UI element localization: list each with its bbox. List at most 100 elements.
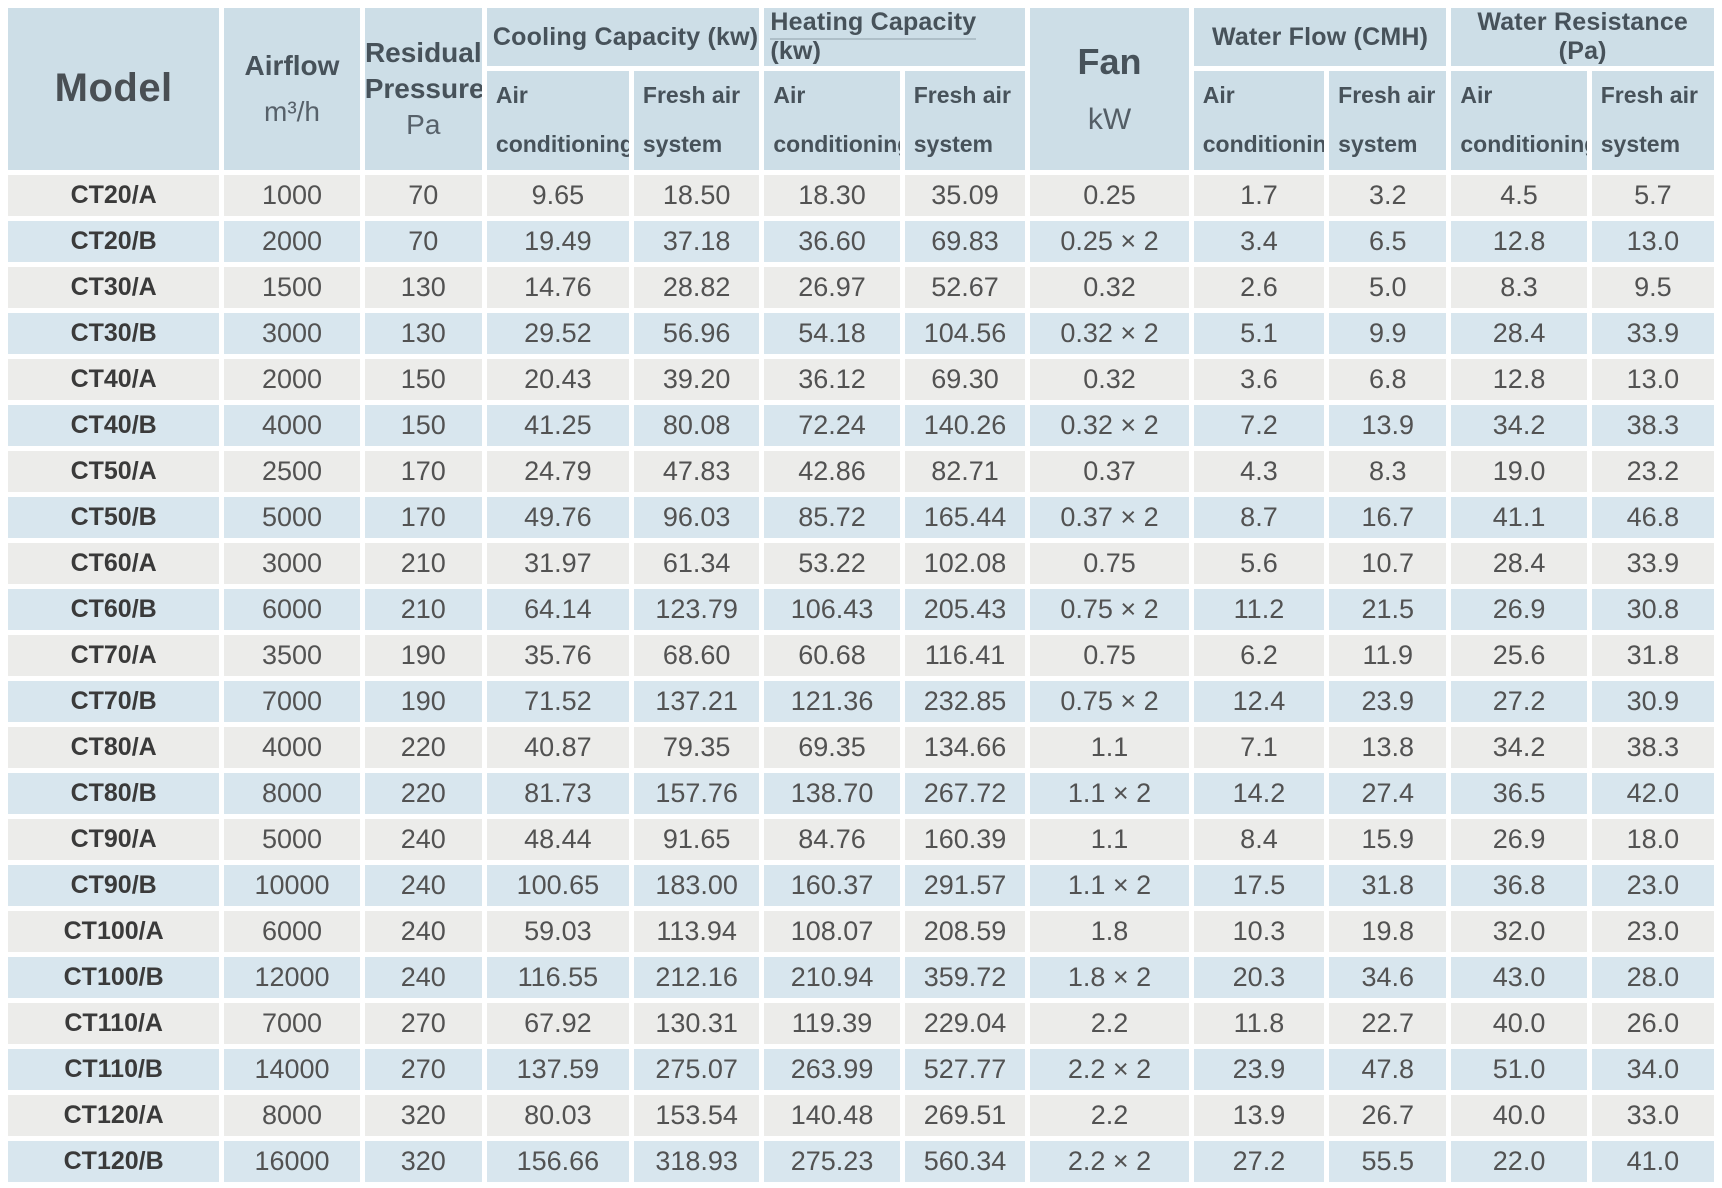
model-cell: CT20/A (8, 174, 220, 216)
table-row: CT90/A 5000 240 48.44 91.65 84.76 160.39 1.1 8.4… (8, 818, 1714, 860)
value-cell: 5.0 (1329, 266, 1447, 308)
value-cell: 40.87 (486, 726, 629, 768)
value-cell: 31.97 (486, 542, 629, 584)
value-cell: 2.2 × 2 (1030, 1048, 1189, 1090)
value-cell: 150 (364, 358, 482, 400)
value-cell: 23.9 (1329, 680, 1447, 722)
value-cell: 6.5 (1329, 220, 1447, 262)
value-cell: 43.0 (1451, 956, 1587, 998)
value-cell: 130 (364, 266, 482, 308)
value-cell: 51.0 (1451, 1048, 1587, 1090)
water-flow-label: Water Flow (CMH) (1211, 22, 1429, 51)
model-cell: CT100/A (8, 910, 220, 952)
table-row: CT90/B 10000 240 100.65 183.00 160.37 291.57 1.… (8, 864, 1714, 906)
heating-capacity-label: Heating Capacity (kw) (770, 8, 977, 66)
value-cell: 26.9 (1451, 818, 1587, 860)
value-cell: 7000 (224, 680, 360, 722)
value-cell: 26.7 (1329, 1094, 1447, 1136)
value-cell: 212.16 (633, 956, 760, 998)
value-cell: 36.8 (1451, 864, 1587, 906)
value-cell: 6000 (224, 910, 360, 952)
table-row: CT110/B 14000 270 137.59 275.07 263.99 527.77 2… (8, 1048, 1714, 1090)
value-cell: 82.71 (904, 450, 1026, 492)
table-row: CT60/B 6000 210 64.14 123.79 106.43 205.43 0.75… (8, 588, 1714, 630)
value-cell: 113.94 (633, 910, 760, 952)
table-row: CT100/A 6000 240 59.03 113.94 108.07 208.59 1.8… (8, 910, 1714, 952)
value-cell: 26.97 (764, 266, 900, 308)
value-cell: 3000 (224, 312, 360, 354)
heating-fresh-air-header: Fresh air system (904, 71, 1026, 170)
value-cell: 138.70 (764, 772, 900, 814)
value-cell: 8000 (224, 1094, 360, 1136)
value-cell: 27.2 (1451, 680, 1587, 722)
value-cell: 318.93 (633, 1140, 760, 1182)
value-cell: 11.8 (1193, 1002, 1325, 1044)
model-cell: CT120/A (8, 1094, 220, 1136)
value-cell: 190 (364, 680, 482, 722)
value-cell: 157.76 (633, 772, 760, 814)
value-cell: 16000 (224, 1140, 360, 1182)
value-cell: 18.0 (1591, 818, 1714, 860)
model-cell: CT90/A (8, 818, 220, 860)
value-cell: 220 (364, 726, 482, 768)
table-row: CT40/A 2000 150 20.43 39.20 36.12 69.30 0.32 3.6… (8, 358, 1714, 400)
value-cell: 2000 (224, 358, 360, 400)
value-cell: 210.94 (764, 956, 900, 998)
value-cell: 14.76 (486, 266, 629, 308)
value-cell: 31.8 (1329, 864, 1447, 906)
value-cell: 1.1 (1030, 818, 1189, 860)
value-cell: 8.7 (1193, 496, 1325, 538)
value-cell: 205.43 (904, 588, 1026, 630)
table-row: CT70/B 7000 190 71.52 137.21 121.36 232.85 0.75… (8, 680, 1714, 722)
value-cell: 41.1 (1451, 496, 1587, 538)
value-cell: 20.43 (486, 358, 629, 400)
value-cell: 30.8 (1591, 588, 1714, 630)
fan-unit-label: kW (1087, 102, 1132, 136)
model-cell: CT50/B (8, 496, 220, 538)
value-cell: 80.03 (486, 1094, 629, 1136)
value-cell: 0.32 × 2 (1030, 312, 1189, 354)
value-cell: 210 (364, 588, 482, 630)
value-cell: 8.4 (1193, 818, 1325, 860)
value-cell: 8.3 (1451, 266, 1587, 308)
value-cell: 39.20 (633, 358, 760, 400)
value-cell: 4.3 (1193, 450, 1325, 492)
table-row: CT40/B 4000 150 41.25 80.08 72.24 140.26 0.32 ×… (8, 404, 1714, 446)
value-cell: 1.8 (1030, 910, 1189, 952)
cooling-fresh-air-header: Fresh air system (633, 71, 760, 170)
airflow-column-header: Airflow m³/h (224, 8, 360, 170)
value-cell: 28.82 (633, 266, 760, 308)
value-cell: 8000 (224, 772, 360, 814)
water-flow-air-conditioning-header: Air conditioning (1193, 71, 1325, 170)
value-cell: 38.3 (1591, 404, 1714, 446)
value-cell: 40.0 (1451, 1094, 1587, 1136)
value-cell: 41.0 (1591, 1140, 1714, 1182)
value-cell: 6000 (224, 588, 360, 630)
value-cell: 1000 (224, 174, 360, 216)
value-cell: 49.76 (486, 496, 629, 538)
value-cell: 4.5 (1451, 174, 1587, 216)
value-cell: 13.9 (1193, 1094, 1325, 1136)
value-cell: 0.25 × 2 (1030, 220, 1189, 262)
fan-coil-spec-table: Model Airflow m³/h Residual Pressure Pa (3, 3, 1719, 1187)
value-cell: 12.8 (1451, 220, 1587, 262)
value-cell: 70 (364, 174, 482, 216)
value-cell: 210 (364, 542, 482, 584)
model-cell: CT100/B (8, 956, 220, 998)
group-header-row: Model Airflow m³/h Residual Pressure Pa (8, 8, 1714, 170)
value-cell: 270 (364, 1002, 482, 1044)
value-cell: 0.75 (1030, 542, 1189, 584)
value-cell: 59.03 (486, 910, 629, 952)
table-row: CT100/B 12000 240 116.55 212.16 210.94 359.72 1… (8, 956, 1714, 998)
value-cell: 13.0 (1591, 358, 1714, 400)
value-cell: 69.30 (904, 358, 1026, 400)
value-cell: 320 (364, 1094, 482, 1136)
value-cell: 14.2 (1193, 772, 1325, 814)
value-cell: 0.75 × 2 (1030, 588, 1189, 630)
value-cell: 61.34 (633, 542, 760, 584)
value-cell: 26.0 (1591, 1002, 1714, 1044)
table-row: CT70/A 3500 190 35.76 68.60 60.68 116.41 0.75 6.… (8, 634, 1714, 676)
value-cell: 0.32 (1030, 358, 1189, 400)
model-cell: CT120/B (8, 1140, 220, 1182)
